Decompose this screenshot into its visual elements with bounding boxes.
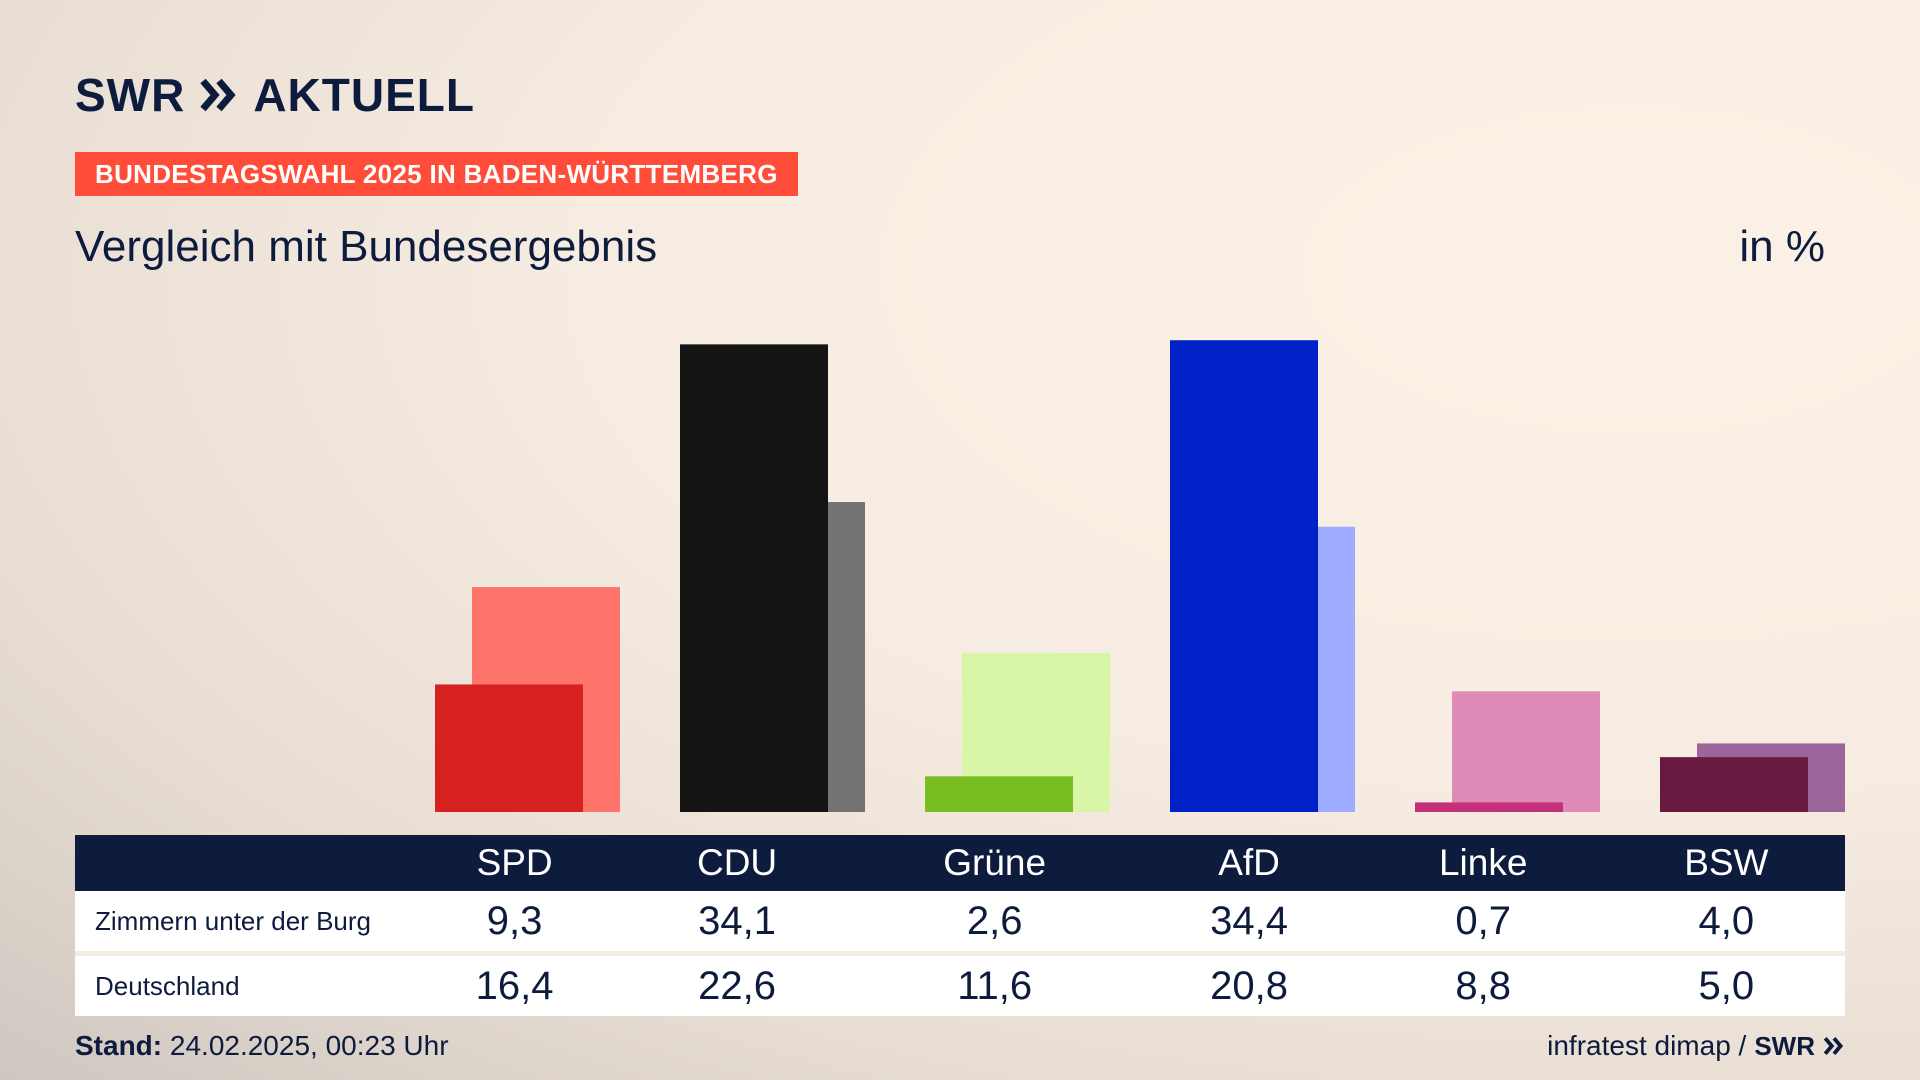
double-chevron-icon xyxy=(200,78,236,112)
logo-swr-text: SWR xyxy=(75,69,186,121)
value-cell: 11,6 xyxy=(849,956,1140,1016)
value-cell: 16,4 xyxy=(405,956,625,1016)
table-row: Deutschland 16,4 22,6 11,6 20,8 8,8 5,0 xyxy=(75,956,1845,1016)
bar-local-bsw xyxy=(1660,757,1808,812)
bar-local-spd xyxy=(435,684,583,812)
value-cell: 5,0 xyxy=(1607,956,1845,1016)
value-cell: 4,0 xyxy=(1607,891,1845,956)
unit-label: in % xyxy=(1739,222,1825,271)
value-cell: 0,7 xyxy=(1358,891,1608,956)
table-header-row: SPD CDU Grüne AfD Linke BSW xyxy=(75,835,1845,891)
bar-local-linke xyxy=(1415,802,1563,812)
value-cell: 20,8 xyxy=(1139,956,1359,1016)
bar-deutschland-linke xyxy=(1452,691,1600,812)
party-header: AfD xyxy=(1139,835,1359,891)
party-header: BSW xyxy=(1607,835,1845,891)
stand-label: Stand: xyxy=(75,1030,163,1061)
topic-banner: BUNDESTAGSWAHL 2025 IN BADEN-WÜRTTEMBERG xyxy=(75,152,798,196)
bar-chart xyxy=(435,340,1845,812)
value-cell: 34,1 xyxy=(624,891,850,956)
logo-aktuell-text: AKTUELL xyxy=(253,69,475,121)
row-label: Deutschland xyxy=(75,956,405,1016)
table-header-empty xyxy=(75,835,405,891)
footer-stand: Stand: 24.02.2025, 00:23 Uhr xyxy=(75,1030,449,1062)
party-header: Linke xyxy=(1358,835,1608,891)
party-header: Grüne xyxy=(849,835,1140,891)
value-cell: 22,6 xyxy=(624,956,850,1016)
table-row: Zimmern unter der Burg 9,3 34,1 2,6 34,4 0,7… xyxy=(75,891,1845,956)
results-table: SPD CDU Grüne AfD Linke BSW Zimmern unter der… xyxy=(75,835,1845,1016)
value-cell: 8,8 xyxy=(1358,956,1608,1016)
bar-local-afd xyxy=(1170,340,1318,812)
bar-local-cdu xyxy=(680,344,828,812)
source-text: infratest dimap / xyxy=(1547,1030,1747,1061)
value-cell: 34,4 xyxy=(1139,891,1359,956)
value-cell: 9,3 xyxy=(405,891,625,956)
bar-local-grüne xyxy=(925,776,1073,812)
swr-aktuell-logo: SWR AKTUELL xyxy=(75,68,475,122)
row-label: Zimmern unter der Burg xyxy=(75,891,405,956)
stand-value: 24.02.2025, 00:23 Uhr xyxy=(169,1030,449,1061)
footer-swr-logo-text: SWR xyxy=(1754,1030,1815,1061)
footer-source: infratest dimap / SWR xyxy=(1547,1030,1845,1062)
party-header: CDU xyxy=(624,835,850,891)
value-cell: 2,6 xyxy=(849,891,1140,956)
chart-subtitle: Vergleich mit Bundesergebnis xyxy=(75,222,658,271)
footer-chevron-icon xyxy=(1823,1037,1844,1055)
party-header: SPD xyxy=(405,835,625,891)
